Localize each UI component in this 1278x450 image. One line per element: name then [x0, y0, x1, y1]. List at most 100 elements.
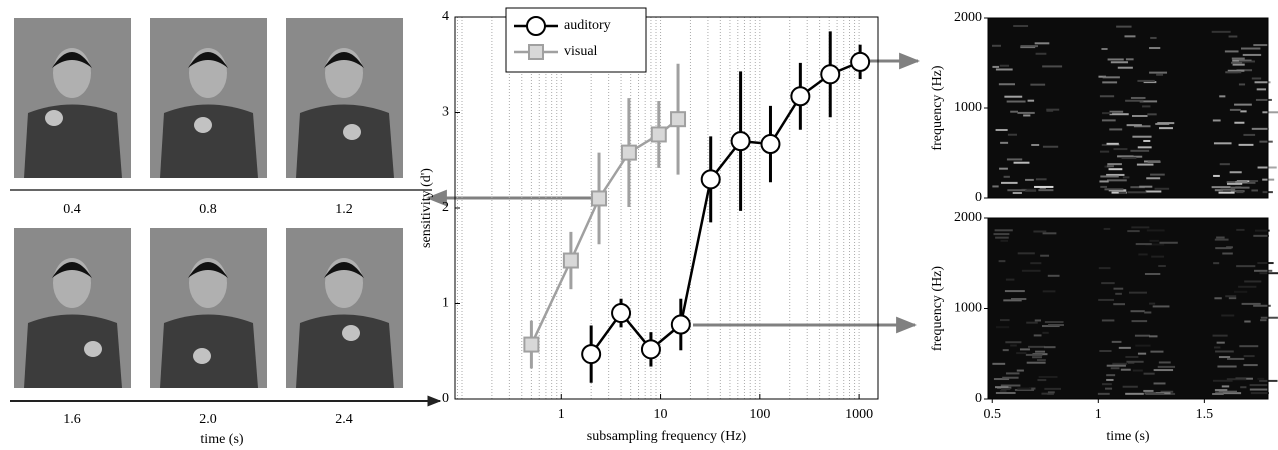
- spectrogram-band: [1127, 191, 1147, 194]
- spectrogram-band: [1010, 110, 1019, 113]
- spectrogram-band: [1113, 287, 1124, 290]
- spectrogram-band: [992, 185, 999, 188]
- spectrogram-band: [1000, 384, 1021, 387]
- spectrogram-band: [1227, 71, 1242, 74]
- video-frame: [14, 228, 131, 388]
- point: [670, 111, 687, 128]
- point: [523, 336, 540, 353]
- spectrogram-band: [1253, 234, 1269, 237]
- spectrogram-band: [1102, 81, 1118, 84]
- spectrogram-band: [1035, 178, 1047, 181]
- point: [640, 339, 661, 360]
- spectrogram-band: [1228, 297, 1237, 300]
- spectrogram-band: [1146, 177, 1161, 180]
- spectrogram-band: [1037, 359, 1046, 362]
- spectrogram-band: [992, 65, 1000, 68]
- spectrogram-band: [1125, 58, 1134, 61]
- spectrogram-band: [1226, 378, 1247, 381]
- spectrogram-band: [1232, 63, 1245, 66]
- video-frame: [14, 18, 131, 178]
- spectrogram-band: [1147, 160, 1161, 163]
- spectrogram-band: [999, 319, 1010, 322]
- spectrogram-band: [1041, 392, 1054, 395]
- spectrogram-band: [998, 83, 1015, 86]
- frame-hair: [52, 262, 92, 278]
- spectrogram-band: [1159, 127, 1173, 130]
- spectrogram-band: [1117, 66, 1133, 69]
- spectrogram-band: [1148, 335, 1158, 338]
- spectrogram-band: [1241, 47, 1261, 50]
- spectrogram-band: [1010, 298, 1027, 301]
- spectrogram-band: [1122, 385, 1138, 388]
- spectrogram-band: [1253, 44, 1268, 47]
- spectrogram-band: [1117, 155, 1134, 158]
- spectrogram-band: [1218, 356, 1231, 359]
- spectrogram-band: [1160, 390, 1174, 393]
- spectrogram-band: [1100, 185, 1108, 188]
- spectrogram-band: [1225, 295, 1237, 298]
- x-tick-label: 0.5: [983, 407, 1001, 422]
- spectrogram-band: [1047, 274, 1060, 277]
- spectrogram-band: [1099, 150, 1110, 153]
- point: [611, 303, 632, 324]
- spectrogram-band: [1152, 305, 1170, 308]
- spectrogram-band: [1010, 344, 1017, 347]
- spectrogram-band: [1102, 112, 1113, 115]
- spectrogram-band: [1033, 230, 1047, 233]
- spectrogram-band: [1032, 356, 1042, 359]
- spectrogram-band: [1038, 375, 1058, 378]
- spectrogram-band: [1262, 111, 1278, 114]
- spectrogram-band: [1251, 189, 1258, 192]
- video-frame: [150, 228, 267, 388]
- spectrogram-band: [1042, 232, 1057, 235]
- spectrogram-band: [1244, 320, 1251, 323]
- spectrogram-band: [1042, 145, 1059, 148]
- spectrogram-band: [1240, 386, 1247, 389]
- spectrogram-band: [1257, 166, 1277, 169]
- frame-body: [296, 104, 394, 178]
- spectrogram-band: [1006, 100, 1026, 103]
- spectrogram-band: [1213, 174, 1220, 177]
- spectrogram-band: [1127, 230, 1140, 233]
- spectrogram-band: [1044, 387, 1062, 390]
- spectrogram-band: [1044, 346, 1056, 349]
- spectrogram-band: [1221, 385, 1230, 388]
- spectrogram-bg: [988, 218, 1268, 399]
- spectrogram-band: [992, 44, 1001, 47]
- spectrogram-band: [1005, 278, 1015, 281]
- spectrogram-band: [1218, 191, 1235, 194]
- frame-time-label: 1.6: [63, 412, 81, 427]
- spectrogram-band: [1227, 182, 1243, 185]
- x-tick-label: 1.5: [1196, 407, 1214, 422]
- point: [591, 190, 608, 207]
- spectrogram-band: [1230, 186, 1250, 189]
- spectrogram-band: [1000, 141, 1009, 144]
- spectrogram-band: [1101, 47, 1108, 50]
- spectrogram-band: [995, 68, 1013, 71]
- spectrogram-band: [1254, 81, 1271, 84]
- spectrogram-band: [1007, 189, 1027, 192]
- spectrogram-band: [1242, 53, 1262, 56]
- spectrogram-band: [1126, 360, 1144, 363]
- spectrogram-band: [1098, 75, 1107, 78]
- spectrogram-band: [994, 229, 1013, 232]
- spectrogram-band: [1214, 189, 1223, 192]
- spectrogram-band: [995, 236, 1009, 239]
- spectrogram-band: [1238, 83, 1246, 86]
- video-frame: [286, 228, 403, 388]
- spectrogram-band: [1216, 236, 1225, 239]
- frame-body: [160, 104, 258, 178]
- spectrogram-band: [1158, 265, 1166, 268]
- spectrogram-band: [1154, 187, 1170, 190]
- video-frame: [286, 18, 403, 178]
- spectrogram-band: [1213, 262, 1220, 265]
- spectrogram-band: [1249, 180, 1259, 183]
- spectrogram-band: [1256, 88, 1267, 91]
- spectrogram-band: [1097, 392, 1110, 395]
- x-tick-label: 1: [1095, 407, 1102, 422]
- spectrogram-band: [1113, 148, 1128, 151]
- series-line: [590, 60, 861, 355]
- spectrogram-band: [1143, 372, 1155, 375]
- spectrogram-band: [1132, 135, 1152, 138]
- x-axis-label: time (s): [1106, 429, 1149, 444]
